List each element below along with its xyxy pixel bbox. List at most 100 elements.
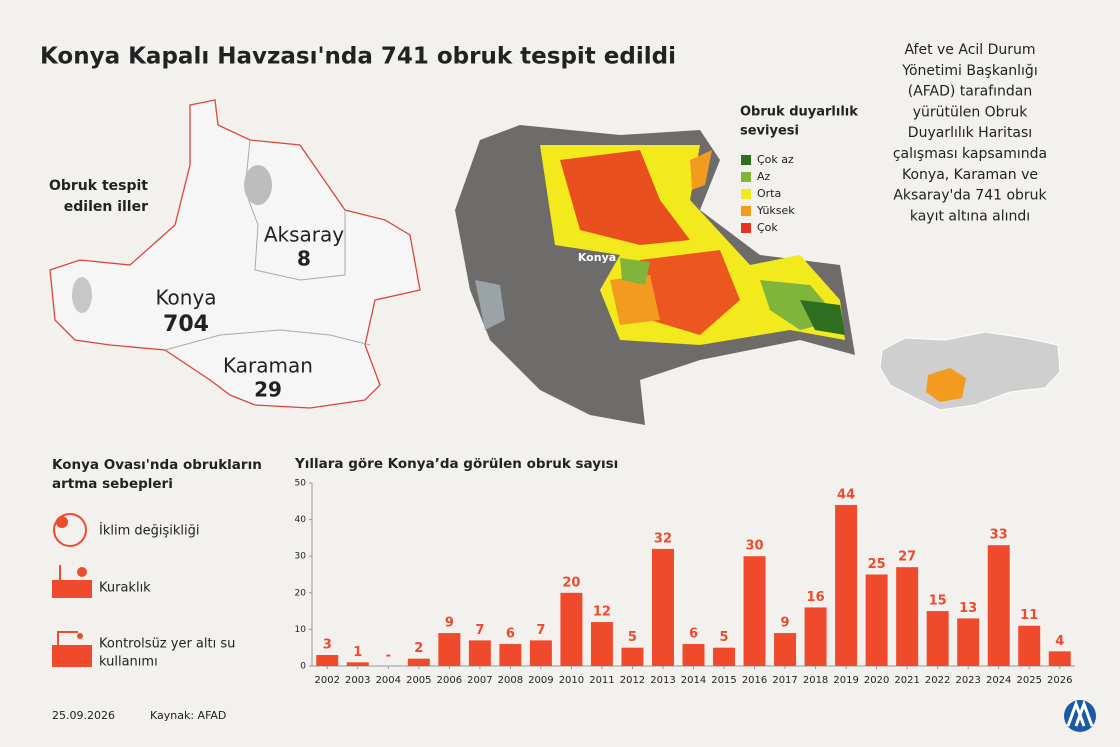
x-tick-label: 2016 (742, 675, 767, 686)
legend-label: Az (757, 170, 771, 183)
province-map (49, 99, 421, 409)
y-tick-label: 50 (295, 479, 307, 489)
y-tick-label: 40 (295, 515, 307, 525)
bar (865, 574, 888, 666)
legend-label: Çok az (757, 153, 794, 166)
causes-heading: artma sebepleri (52, 476, 173, 492)
x-tick-label: 2018 (803, 675, 828, 686)
value-label: 6 (506, 627, 515, 642)
value-label: 9 (445, 616, 454, 631)
bar (1018, 625, 1041, 666)
map-heading: edilen iller (64, 199, 148, 215)
y-tick-label: 30 (295, 552, 307, 562)
value-label: 7 (475, 623, 484, 638)
y-tick-label: 0 (300, 662, 306, 672)
value-label: 11 (1020, 608, 1038, 623)
bar (316, 655, 339, 666)
x-tick-label: 2024 (986, 675, 1011, 686)
date: 25.09.2026 (52, 709, 115, 722)
note-line: Yönetimi Başkanlığı (901, 63, 1037, 79)
x-tick-label: 2020 (864, 675, 889, 686)
bar (987, 545, 1010, 666)
bar (957, 618, 980, 666)
bar (926, 611, 949, 666)
x-tick-label: 2023 (955, 675, 980, 686)
bar (896, 567, 919, 666)
value-label: 6 (689, 627, 698, 642)
bar (529, 640, 552, 666)
value-label: 13 (959, 601, 977, 616)
bar (560, 592, 583, 666)
bar (774, 633, 797, 666)
bar (835, 504, 858, 666)
x-tick-label: 2014 (681, 675, 706, 686)
x-tick-label: 2015 (711, 675, 736, 686)
map-heading: Obruk tespit (49, 178, 148, 194)
note-line: Afet ve Acil Durum (904, 42, 1035, 58)
y-tick-label: 10 (295, 625, 307, 635)
value-label: 15 (929, 594, 947, 609)
cause-label: İklim değişikliği (99, 523, 200, 539)
value-label: 4 (1055, 634, 1064, 649)
x-tick-label: 2002 (315, 675, 340, 686)
value-label: 20 (562, 575, 580, 590)
x-tick-label: 2004 (376, 675, 401, 686)
legend-label: Yüksek (756, 204, 795, 217)
legend-swatch (741, 155, 751, 165)
value-label: 5 (719, 630, 728, 645)
x-tick-label: 2012 (620, 675, 645, 686)
province-name: Karaman (223, 354, 313, 378)
bar (499, 644, 522, 666)
x-tick-label: 2019 (833, 675, 858, 686)
source: Kaynak: AFAD (150, 709, 226, 722)
legend-label: Orta (757, 187, 781, 200)
value-label: 9 (781, 616, 790, 631)
bar (621, 647, 644, 666)
bar (407, 658, 430, 666)
causes-heading: Konya Ovası'nda obrukların (52, 457, 262, 473)
x-tick-label: 2010 (559, 675, 584, 686)
x-tick-label: 2006 (437, 675, 462, 686)
city-label: Konya (578, 251, 616, 264)
value-label: 2 (414, 641, 423, 656)
title: Konya Kapalı Havzası'nda 741 obruk tespi… (40, 44, 676, 70)
province-name: Aksaray (264, 223, 344, 247)
bar (438, 633, 461, 666)
legend-swatch (741, 172, 751, 182)
bar (713, 647, 736, 666)
bar (590, 622, 613, 666)
value-label: - (386, 649, 391, 664)
legend-title: seviyesi (740, 124, 799, 139)
y-tick-label: 20 (295, 588, 307, 598)
bar (743, 556, 766, 666)
value-label: 16 (807, 590, 825, 605)
note-line: kayıt altına alındı (910, 208, 1030, 224)
value-label: 7 (536, 623, 545, 638)
bar (468, 640, 491, 666)
note-line: (AFAD) tarafından (908, 84, 1033, 100)
value-label: 3 (323, 638, 332, 653)
province-count: 29 (254, 378, 282, 402)
x-tick-label: 2008 (498, 675, 523, 686)
legend-label: Çok (757, 221, 778, 234)
x-tick-label: 2026 (1047, 675, 1072, 686)
bar (346, 662, 369, 666)
cause-label: Kontrolsüz yer altı su (99, 637, 235, 652)
note-line: çalışması kapsamında (893, 146, 1047, 162)
value-label: 44 (837, 487, 855, 502)
x-tick-label: 2007 (467, 675, 492, 686)
x-tick-label: 2009 (528, 675, 553, 686)
legend-swatch (741, 189, 751, 199)
x-tick-label: 2017 (772, 675, 797, 686)
cause-label: kullanımı (99, 655, 158, 670)
x-tick-label: 2013 (650, 675, 675, 686)
value-label: 32 (654, 531, 672, 546)
note: Afet ve Acil Durum Yönetimi Başkanlığı (AF… (893, 42, 1048, 224)
bar (651, 548, 674, 666)
note-line: Aksaray'da 741 obruk (893, 188, 1047, 204)
cause-icons (52, 513, 92, 667)
value-label: 1 (353, 645, 362, 660)
value-label: 33 (990, 528, 1008, 543)
note-line: Duyarlılık Haritası (908, 125, 1032, 141)
